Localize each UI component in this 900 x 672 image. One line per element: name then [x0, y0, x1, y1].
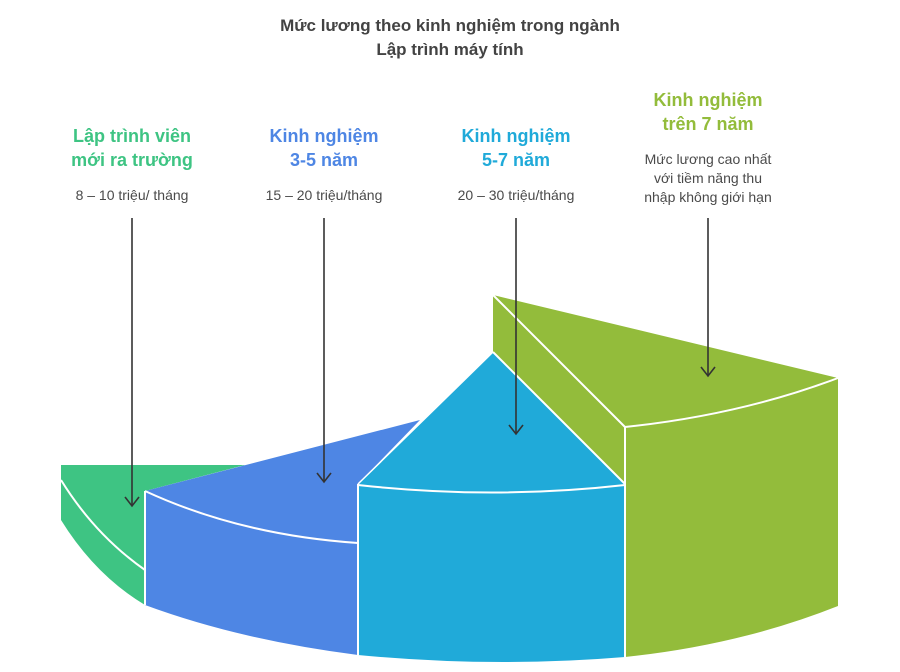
- label-heading: Lập trình viên: [72, 126, 191, 146]
- label-heading: mới ra trường: [71, 150, 193, 170]
- label-fresh-graduate: Lập trình viên mới ra trường 8 – 10 triệ…: [32, 124, 232, 205]
- desc-line: với tiềm năng thu: [653, 170, 762, 186]
- label-5-7-years: Kinh nghiệm 5-7 năm 20 – 30 triệu/tháng: [416, 124, 616, 205]
- arrow-fresh-icon: [124, 218, 140, 508]
- title-line-1: Mức lương theo kinh nghiệm trong ngành: [280, 16, 620, 35]
- label-heading: Kinh nghiệm: [269, 126, 379, 146]
- label-heading: 5-7 năm: [481, 150, 551, 170]
- arrow-3-5-icon: [316, 218, 332, 484]
- label-heading: Kinh nghiệm: [653, 90, 763, 110]
- label-heading: Kinh nghiệm: [461, 126, 571, 146]
- segment-over-7-years: [492, 294, 839, 657]
- pointer-arrows: [124, 218, 716, 508]
- segment-fresh-graduate: [60, 465, 245, 605]
- segment-3-5-years: [144, 420, 420, 655]
- segment-5-7-years: [357, 351, 626, 663]
- label-salary: 8 – 10 triệu/ tháng: [75, 187, 189, 203]
- label-over-7-years: Kinh nghiệm trên 7 năm Mức lương cao nhấ…: [608, 88, 808, 207]
- label-3-5-years: Kinh nghiệm 3-5 năm 15 – 20 triệu/tháng: [224, 124, 424, 205]
- arrow-5-7-icon: [508, 218, 524, 436]
- diagram-title: Mức lương theo kinh nghiệm trong ngành L…: [0, 14, 900, 62]
- label-salary: 20 – 30 triệu/tháng: [457, 187, 575, 203]
- label-heading: trên 7 năm: [662, 114, 754, 134]
- label-heading: 3-5 năm: [289, 150, 359, 170]
- arrow-over-7-icon: [700, 218, 716, 378]
- desc-line: nhập không giới hạn: [644, 189, 772, 205]
- label-salary: 15 – 20 triệu/tháng: [265, 187, 383, 203]
- label-description: Mức lương cao nhất với tiềm năng thu nhậ…: [608, 150, 808, 207]
- desc-line: Mức lương cao nhất: [644, 151, 772, 167]
- title-line-2: Lập trình máy tính: [376, 40, 524, 59]
